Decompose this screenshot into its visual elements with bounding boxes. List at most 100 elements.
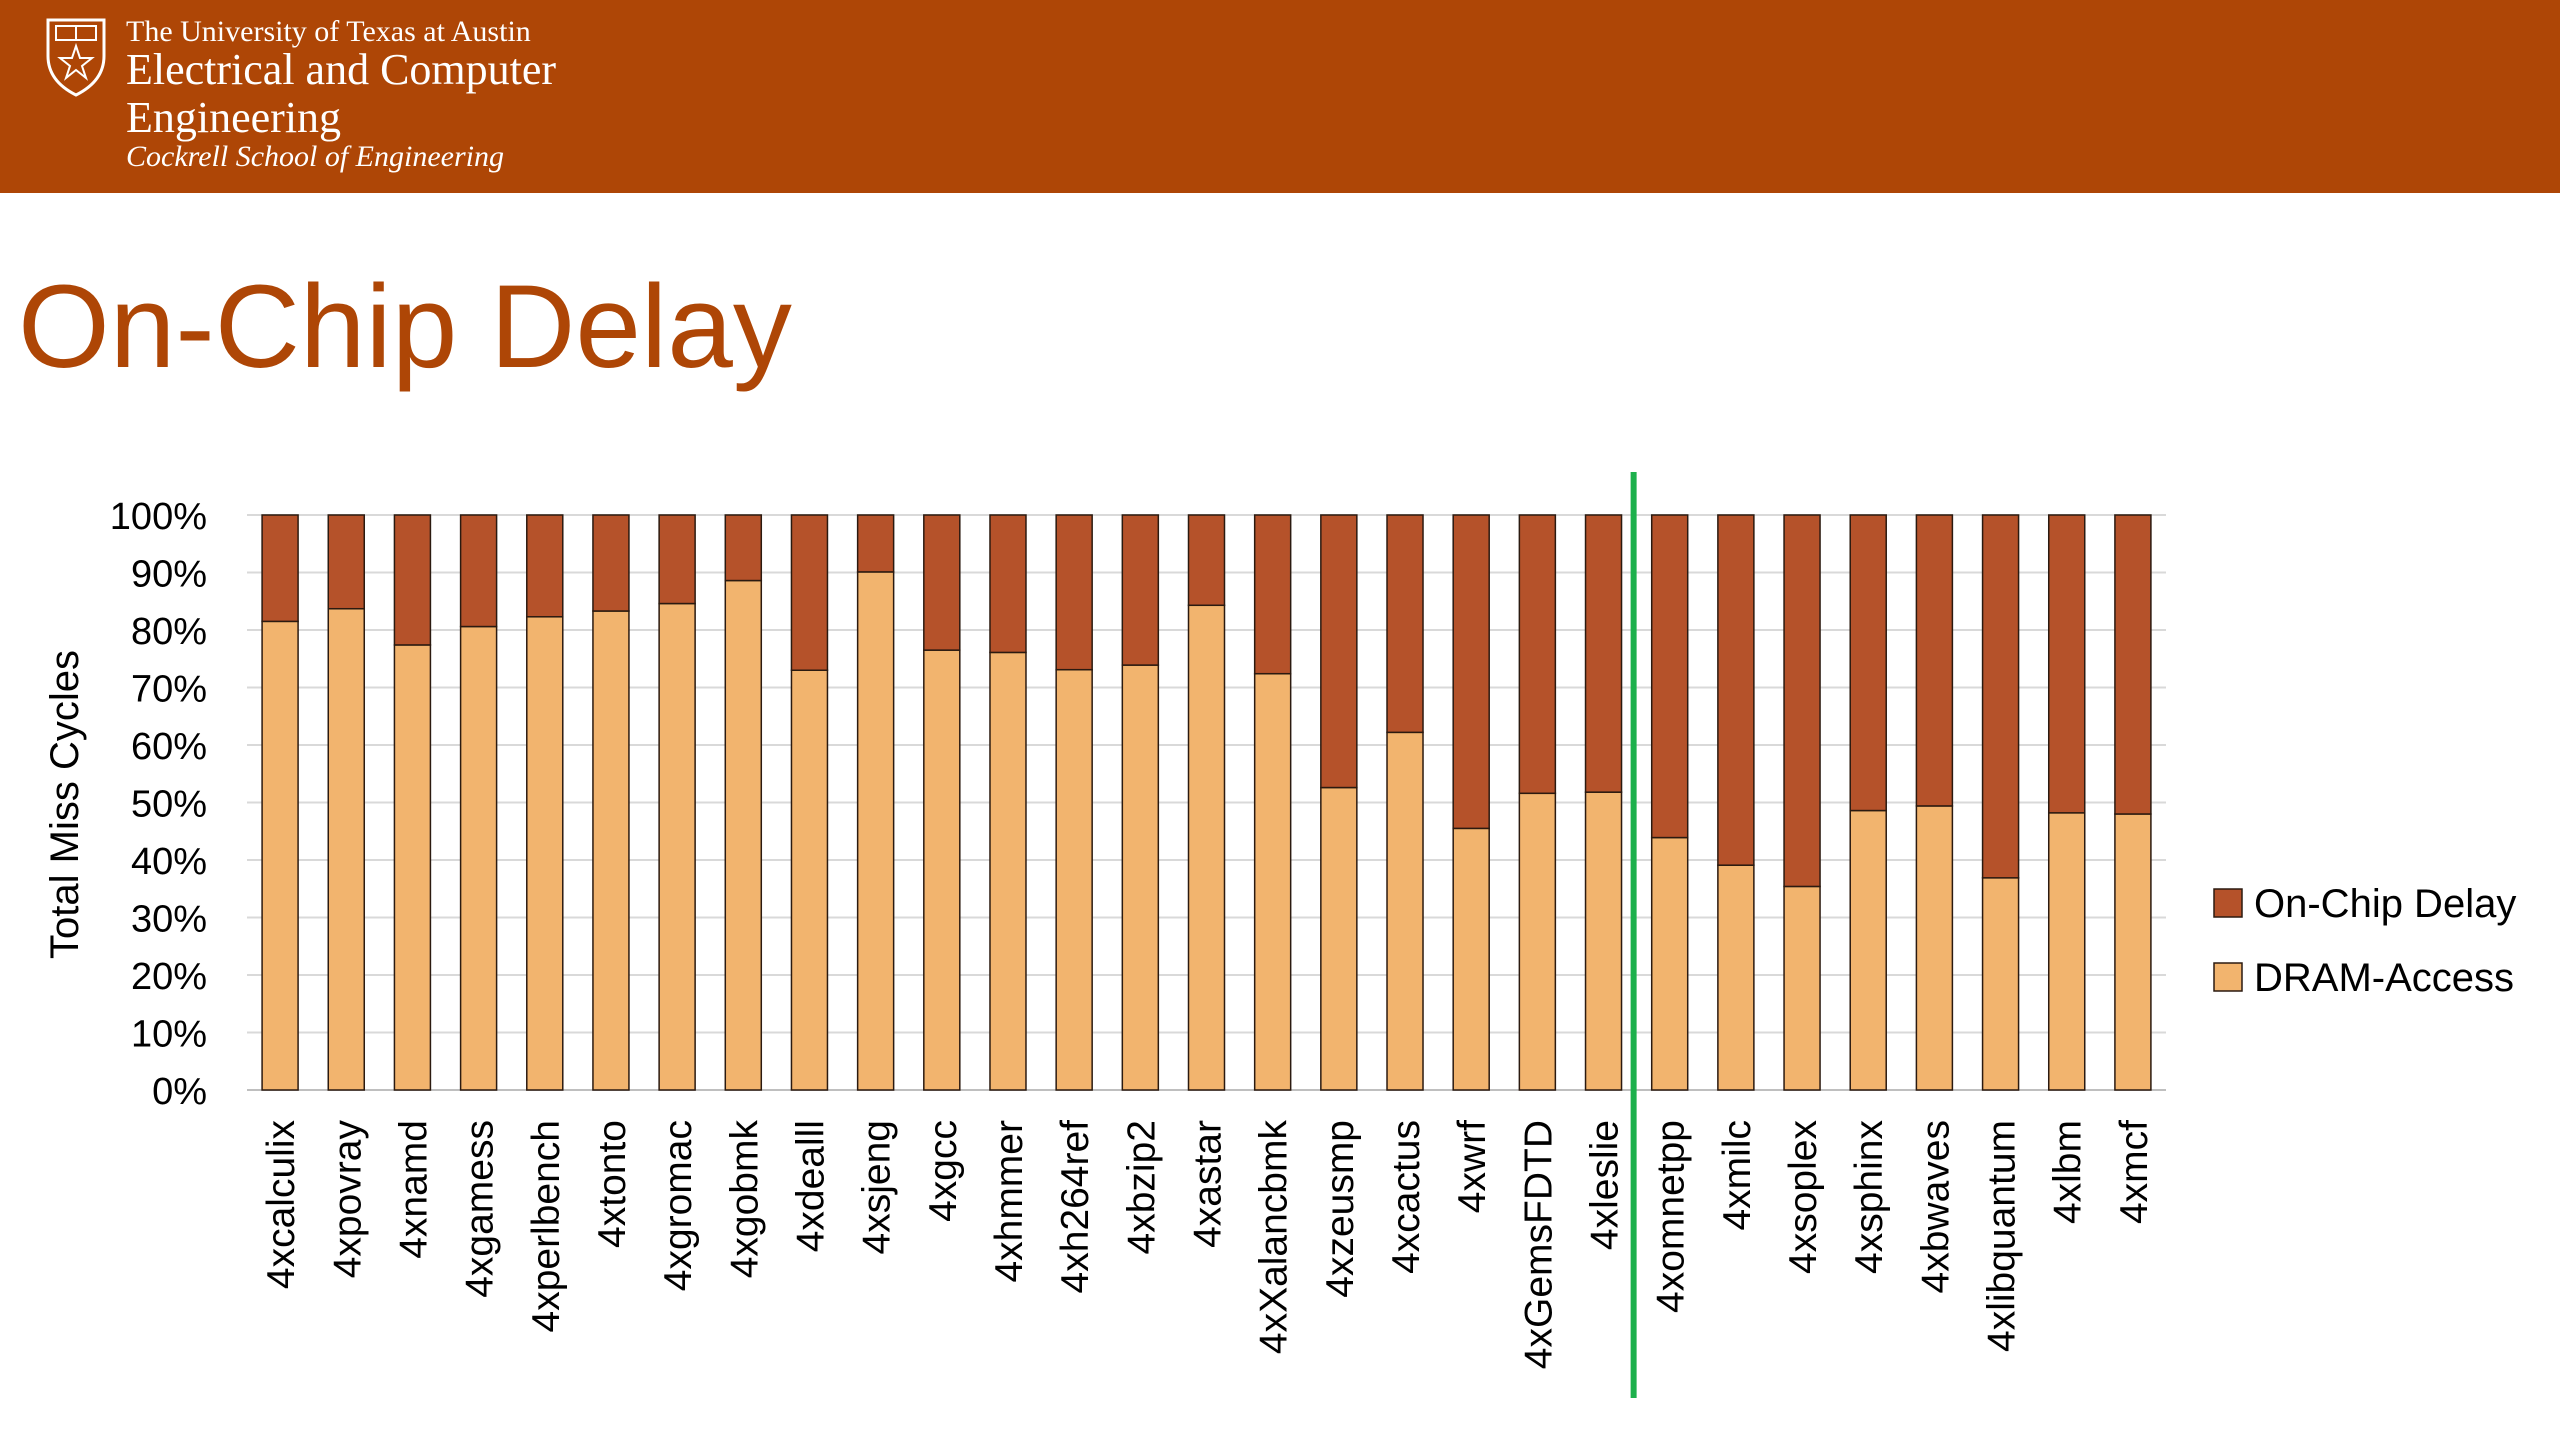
bar-segment-on-chip-delay xyxy=(1717,514,1755,866)
bar-segment-on-chip-delay xyxy=(1981,514,2020,879)
y-tick-label: 70% xyxy=(131,669,207,711)
x-category-label: 4xgromac xyxy=(657,1120,700,1291)
bar-segment-on-chip-delay xyxy=(989,514,1027,654)
y-tick-label: 80% xyxy=(131,611,207,653)
bar-segment-on-chip-delay xyxy=(1253,514,1292,675)
x-category-label: 4xgobmk xyxy=(723,1120,766,1279)
bar-segment-dram-access xyxy=(724,579,763,1091)
bar-segment-dram-access xyxy=(856,571,895,1091)
bar-segment-dram-access xyxy=(526,616,564,1091)
bar-segment-on-chip-delay xyxy=(1386,514,1424,734)
x-category-label: 4xlbm xyxy=(2047,1120,2090,1224)
x-category-label: 4xdealll xyxy=(789,1120,832,1252)
bar-segment-on-chip-delay xyxy=(459,514,498,628)
y-tick-label: 10% xyxy=(131,1014,207,1056)
bar-segment-dram-access xyxy=(1187,604,1226,1091)
y-tick-label: 50% xyxy=(131,784,207,826)
bar-segment-on-chip-delay xyxy=(790,514,829,671)
bar-segment-dram-access xyxy=(1915,805,1954,1091)
x-category-label: 4xGemsFDTD xyxy=(1517,1120,1560,1369)
bar-segment-dram-access xyxy=(1055,668,1093,1091)
x-category-label: 4xnamd xyxy=(392,1120,435,1259)
bar-segment-dram-access xyxy=(592,610,630,1091)
header-banner: The University of Texas at Austin Electr… xyxy=(0,0,2560,193)
x-category-label: 4xhmmer xyxy=(988,1120,1031,1283)
bar-segment-dram-access xyxy=(1783,885,1821,1091)
x-category-label: 4xwrf xyxy=(1451,1120,1494,1213)
x-category-label: 4xgamess xyxy=(459,1120,502,1298)
x-category-label: 4xmcf xyxy=(2113,1120,2156,1224)
bar-segment-dram-access xyxy=(1253,672,1292,1091)
x-category-label: 4xbzip2 xyxy=(1120,1120,1163,1254)
y-axis-ticks: 0% 10% 20% 30% 40% 50% 60% 70% 80% 90% 100% xyxy=(110,496,207,1113)
legend-swatch xyxy=(2213,962,2243,992)
bar-segment-on-chip-delay xyxy=(1783,514,1821,888)
school-name: Cockrell School of Engineering xyxy=(126,140,504,173)
bar-segment-on-chip-delay xyxy=(261,514,299,623)
bar-segment-on-chip-delay xyxy=(1650,514,1689,839)
bar-segment-on-chip-delay xyxy=(658,514,696,605)
bar-segment-dram-access xyxy=(1584,791,1623,1091)
x-category-label: 4xXalancbmk xyxy=(1253,1120,1296,1355)
legend-swatch xyxy=(2213,888,2243,918)
x-category-label: 4xlibquantum xyxy=(1981,1120,2024,1352)
bar-segment-dram-access xyxy=(1717,864,1755,1091)
bar-segment-on-chip-delay xyxy=(1055,514,1093,671)
x-axis-labels: 4xcalculix 4xpovray 4xnamd 4xgamess 4xperlbe… xyxy=(260,1120,2156,1370)
x-category-label: 4xsjeng xyxy=(856,1120,899,1254)
bar-segment-on-chip-delay xyxy=(1915,514,1954,807)
y-tick-label: 0% xyxy=(152,1071,207,1113)
bar-segment-dram-access xyxy=(1518,792,1557,1091)
bar-segment-on-chip-delay xyxy=(1849,514,1887,812)
x-category-label: 4xsoplex xyxy=(1782,1120,1825,1274)
x-category-label: 4xleslie xyxy=(1584,1120,1627,1250)
legend-label: DRAM-Access xyxy=(2254,956,2514,1000)
x-category-label: 4xmilc xyxy=(1716,1120,1759,1231)
bar-segment-dram-access xyxy=(1650,836,1689,1091)
bar-segment-on-chip-delay xyxy=(856,514,895,573)
bar-segment-on-chip-delay xyxy=(724,514,763,582)
bar-segment-on-chip-delay xyxy=(393,514,432,646)
bar-segment-on-chip-delay xyxy=(1187,514,1226,607)
x-category-label: 4xomnetpp xyxy=(1650,1120,1693,1313)
bar-segment-on-chip-delay xyxy=(1584,514,1623,793)
y-tick-label: 20% xyxy=(131,956,207,998)
bar-segment-on-chip-delay xyxy=(923,514,961,651)
bar-segment-on-chip-delay xyxy=(2114,514,2152,815)
x-category-label: 4xgcc xyxy=(922,1120,965,1222)
bar-segment-dram-access xyxy=(989,651,1027,1091)
bar-segment-dram-access xyxy=(658,602,696,1091)
bar-segment-on-chip-delay xyxy=(1121,514,1160,666)
y-tick-label: 60% xyxy=(131,726,207,768)
bar-segment-dram-access xyxy=(327,607,366,1091)
x-category-label: 4xh264ref xyxy=(1054,1120,1097,1294)
y-tick-label: 100% xyxy=(110,496,207,538)
x-category-label: 4xbwaves xyxy=(1914,1120,1957,1293)
legend-label: On-Chip Delay xyxy=(2254,882,2516,926)
bar-segment-dram-access xyxy=(790,669,829,1091)
bar-segment-dram-access xyxy=(393,644,432,1091)
bar-segment-on-chip-delay xyxy=(1320,514,1358,789)
x-category-label: 4xastar xyxy=(1187,1120,1230,1248)
bar-segment-dram-access xyxy=(261,620,299,1091)
x-category-label: 4xsphinx xyxy=(1848,1120,1891,1274)
y-tick-label: 40% xyxy=(131,841,207,883)
x-category-label: 4xtonto xyxy=(591,1120,634,1248)
university-name: The University of Texas at Austin xyxy=(126,15,531,48)
bar-segment-on-chip-delay xyxy=(1452,514,1490,830)
bar-segment-dram-access xyxy=(1452,827,1490,1091)
x-category-label: 4xpovray xyxy=(326,1120,369,1279)
department-name: Electrical and Computer Engineering xyxy=(126,45,557,142)
bar-segment-dram-access xyxy=(1981,877,2020,1091)
legend: On-Chip Delay DRAM-Access xyxy=(2213,882,2516,1000)
bar-segment-on-chip-delay xyxy=(526,514,564,618)
bar-segment-on-chip-delay xyxy=(327,514,366,610)
bar-segment-dram-access xyxy=(1386,731,1424,1091)
y-axis-label: Total Miss Cycles xyxy=(43,650,87,959)
bar-segment-dram-access xyxy=(923,649,961,1091)
bar-segment-on-chip-delay xyxy=(2047,514,2086,814)
bar-segment-dram-access xyxy=(2047,812,2086,1091)
y-tick-label: 30% xyxy=(131,899,207,941)
